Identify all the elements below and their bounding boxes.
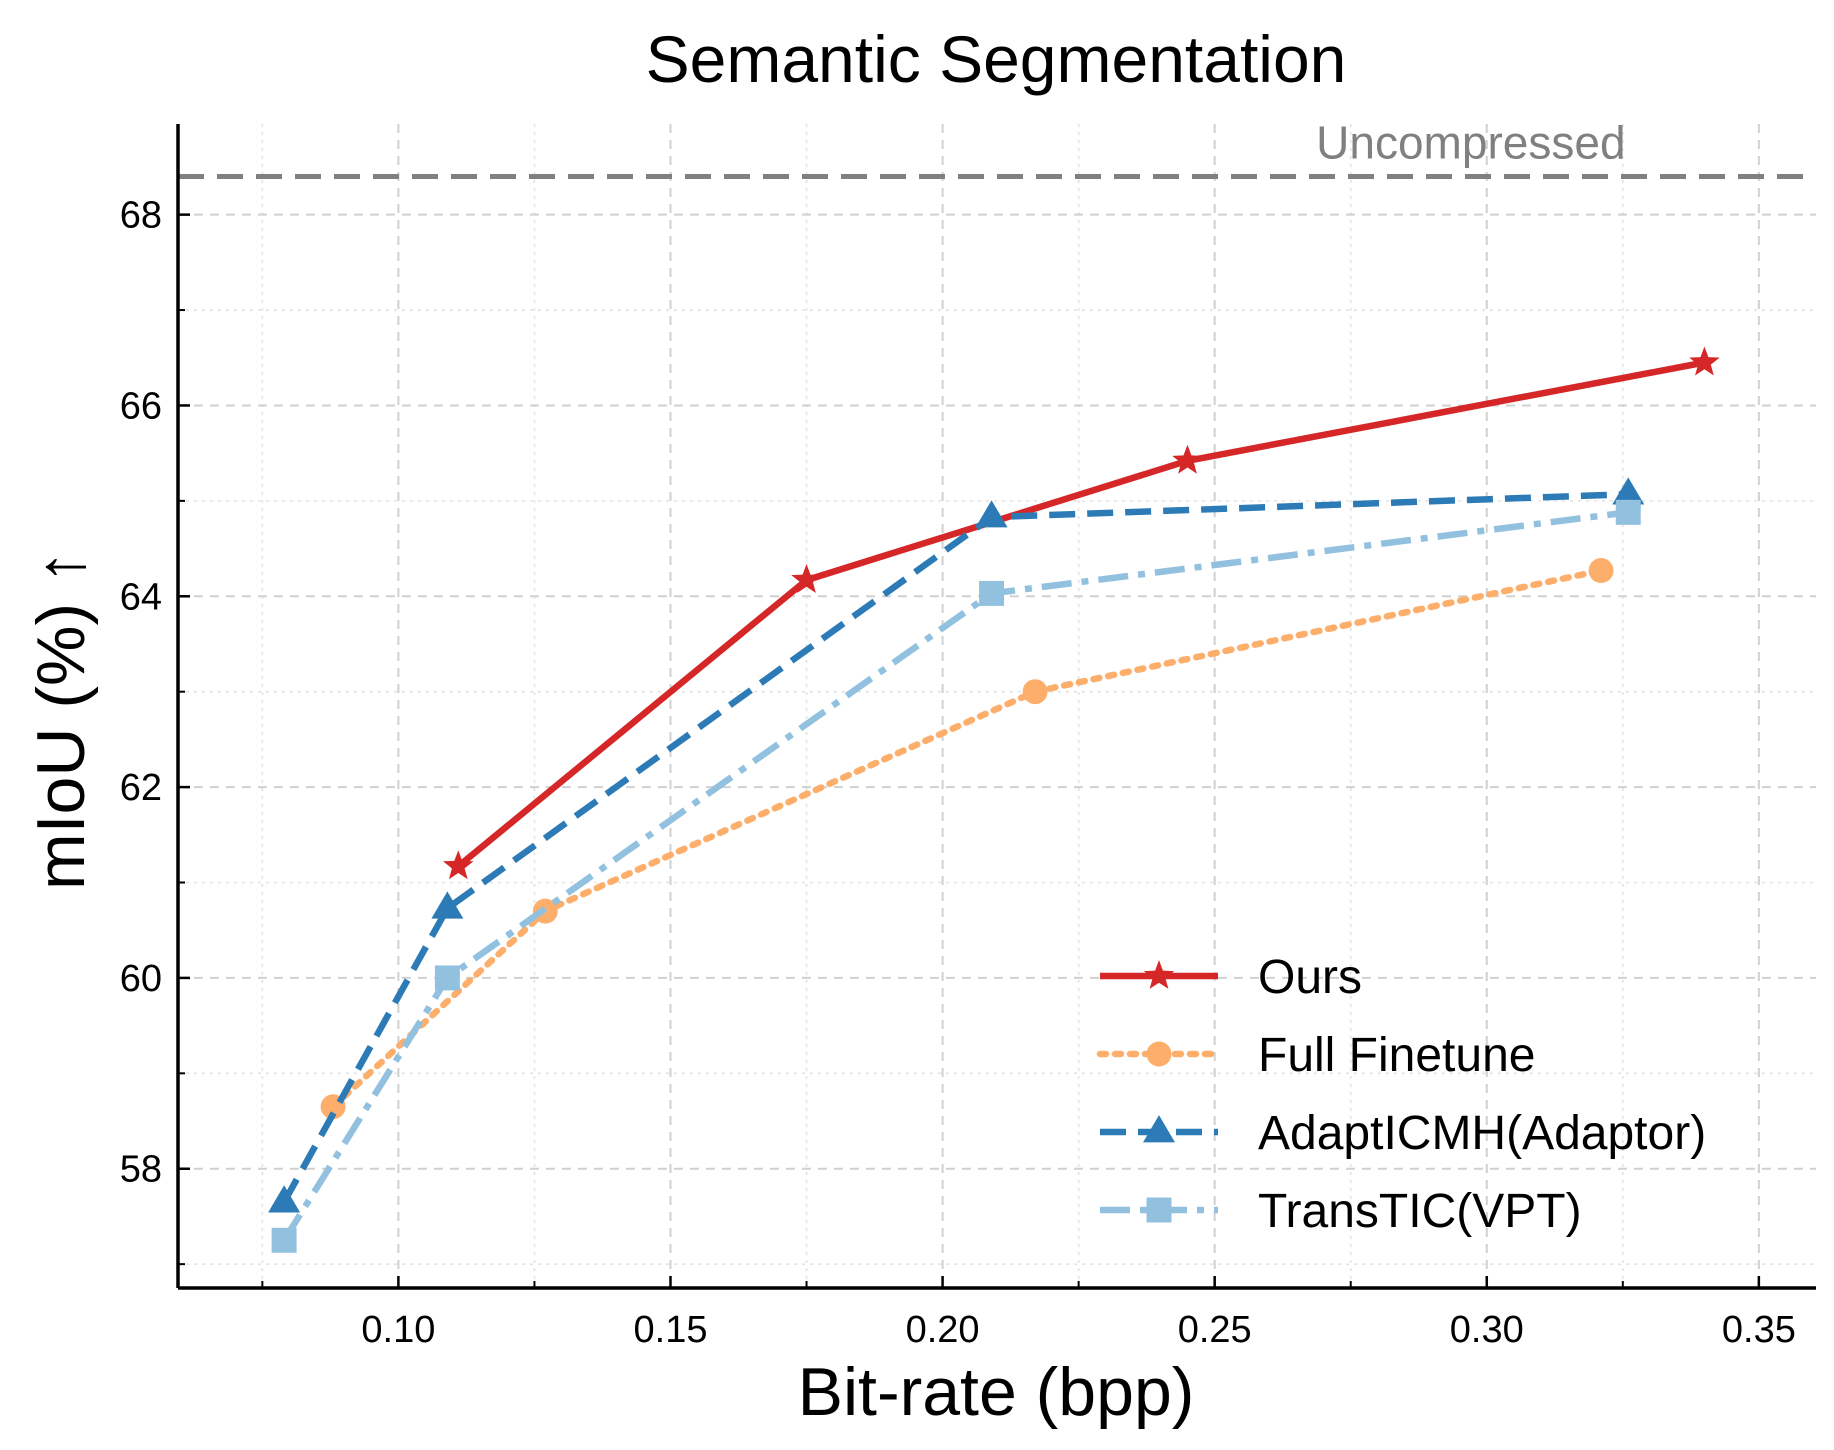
data-point-ours [1172, 444, 1203, 474]
legend-label-adapticmh-adaptor: AdaptICMH(Adaptor) [1258, 1107, 1706, 1160]
grid [178, 124, 1816, 1288]
series-transtic-vpt [271, 499, 1641, 1253]
y-tick-label: 58 [120, 1149, 162, 1191]
series-line-full-finetune [329, 567, 1605, 1110]
y-tick-label: 64 [120, 576, 162, 618]
data-point-adapticmh-adaptor [975, 500, 1008, 528]
y-tick-label: 62 [120, 767, 162, 809]
x-axis-label: Bit-rate (bpp) [798, 1354, 1195, 1430]
data-point-ours [443, 850, 474, 880]
legend-label-ours: Ours [1258, 951, 1362, 1004]
data-point-full-finetune [1588, 558, 1614, 583]
x-tick-label: 0.25 [1178, 1309, 1252, 1351]
legend-marker-adapticmh-adaptor [1143, 1115, 1175, 1143]
x-tick-label: 0.15 [634, 1309, 708, 1351]
series-ours [443, 346, 1720, 880]
legend-marker-full-finetune [1146, 1041, 1172, 1067]
data-point-transtic-vpt [1615, 499, 1641, 525]
axis-ticks: 0.10 0.15 0.20 0.25 0.30 0.35 58 60 62 64 66 68 [120, 195, 1796, 1351]
series-line-ours [456, 359, 1706, 869]
legend-entry-ours: Ours [1100, 951, 1362, 1004]
data-point-ours [1689, 346, 1720, 376]
y-tick-label: 68 [120, 195, 162, 237]
reference-line-group: Uncompressed [178, 116, 1816, 179]
y-axis-label: mIoU (%) ↑ [23, 550, 99, 890]
legend-label-full-finetune: Full Finetune [1258, 1029, 1535, 1082]
axes [176, 124, 1816, 1290]
x-tick-label: 0.30 [1450, 1309, 1524, 1351]
x-tick-label: 0.35 [1722, 1309, 1796, 1351]
data-point-adapticmh-adaptor [1612, 477, 1645, 505]
legend-marker-transtic-vpt [1146, 1197, 1172, 1223]
data-point-transtic-vpt [979, 580, 1005, 606]
series-adapticmh-adaptor [268, 477, 1645, 1213]
chart-title: Semantic Segmentation [646, 22, 1347, 96]
x-tick-label: 0.20 [906, 1309, 980, 1351]
y-tick-label: 60 [120, 958, 162, 1000]
y-tick-label: 66 [120, 385, 162, 427]
data-point-transtic-vpt [434, 965, 460, 991]
legend-entry-transtic-vpt: TransTIC(VPT) [1100, 1185, 1582, 1238]
data-point-transtic-vpt [271, 1227, 297, 1253]
legend-entry-full-finetune: Full Finetune [1096, 1029, 1535, 1082]
legend-entry-adapticmh-adaptor: AdaptICMH(Adaptor) [1100, 1107, 1706, 1160]
series-line-adapticmh-adaptor [281, 490, 1629, 1204]
series-lines [268, 346, 1720, 1253]
legend-marker-ours [1143, 960, 1175, 989]
series-line-transtic-vpt [281, 509, 1629, 1243]
legend: Ours Full Finetune AdaptICMH(Adaptor) Trans… [1096, 951, 1706, 1238]
data-point-adapticmh-adaptor [268, 1185, 301, 1213]
x-tick-label: 0.10 [361, 1309, 435, 1351]
data-point-full-finetune [1022, 679, 1048, 705]
data-point-ours [791, 564, 822, 593]
uncompressed-label: Uncompressed [1316, 116, 1625, 168]
data-point-adapticmh-adaptor [431, 891, 464, 919]
legend-label-transtic-vpt: TransTIC(VPT) [1258, 1185, 1582, 1238]
